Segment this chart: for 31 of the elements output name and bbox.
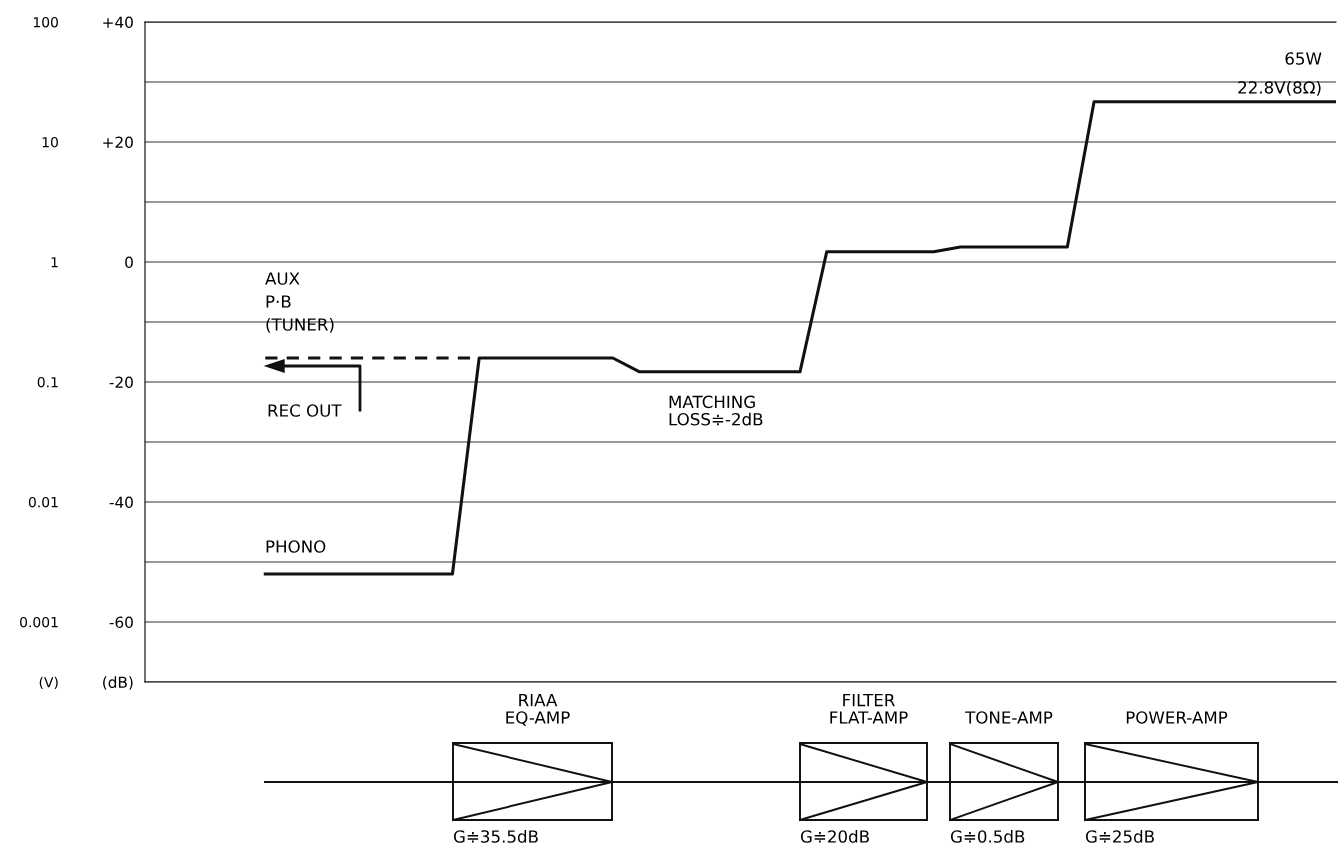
y-tick-label: +20	[103, 136, 133, 149]
annotation: 22.8V(8Ω)	[1238, 80, 1321, 96]
text: G≑20dB	[800, 829, 869, 843]
y-tick-label: -20	[109, 376, 133, 389]
text: TONE-AMP	[965, 711, 1053, 724]
text: FILTER FLAT-AMP	[830, 693, 908, 724]
annotation: REC OUT	[268, 404, 342, 417]
annotation: AUX	[265, 272, 300, 285]
y2-tick-label: 10	[42, 136, 58, 148]
annotation: MATCHING LOSS≑-2dB	[669, 395, 763, 426]
line-series	[263, 100, 1336, 576]
y-tick-label: -60	[109, 616, 133, 629]
y2-tick-label: 1	[51, 257, 58, 268]
text: POWER-AMP	[1126, 711, 1228, 724]
y-tick-label: (dB)	[103, 676, 133, 690]
y2-tick-label: 100	[33, 16, 58, 28]
y-tick-label: +40	[103, 16, 133, 29]
y2-tick-label: 0.1	[37, 376, 58, 388]
annotation: 65W	[1285, 52, 1322, 65]
text: G≑35.5dB	[453, 829, 538, 843]
annotation: PHONO	[266, 540, 326, 553]
text: G≑0.5dB	[950, 829, 1025, 843]
y2-tick-label: (V)	[39, 676, 58, 690]
y2-tick-label: 0.01	[28, 496, 58, 508]
y-tick-label: 0	[125, 256, 133, 269]
text: RIAA EQ-AMP	[506, 693, 570, 726]
y2-tick-label: 0.001	[20, 616, 58, 628]
annotation: P·B	[266, 295, 291, 308]
text: G≑25dB	[1085, 829, 1154, 843]
annotation: (TUNER)	[266, 317, 334, 333]
y-tick-label: -40	[109, 496, 133, 509]
